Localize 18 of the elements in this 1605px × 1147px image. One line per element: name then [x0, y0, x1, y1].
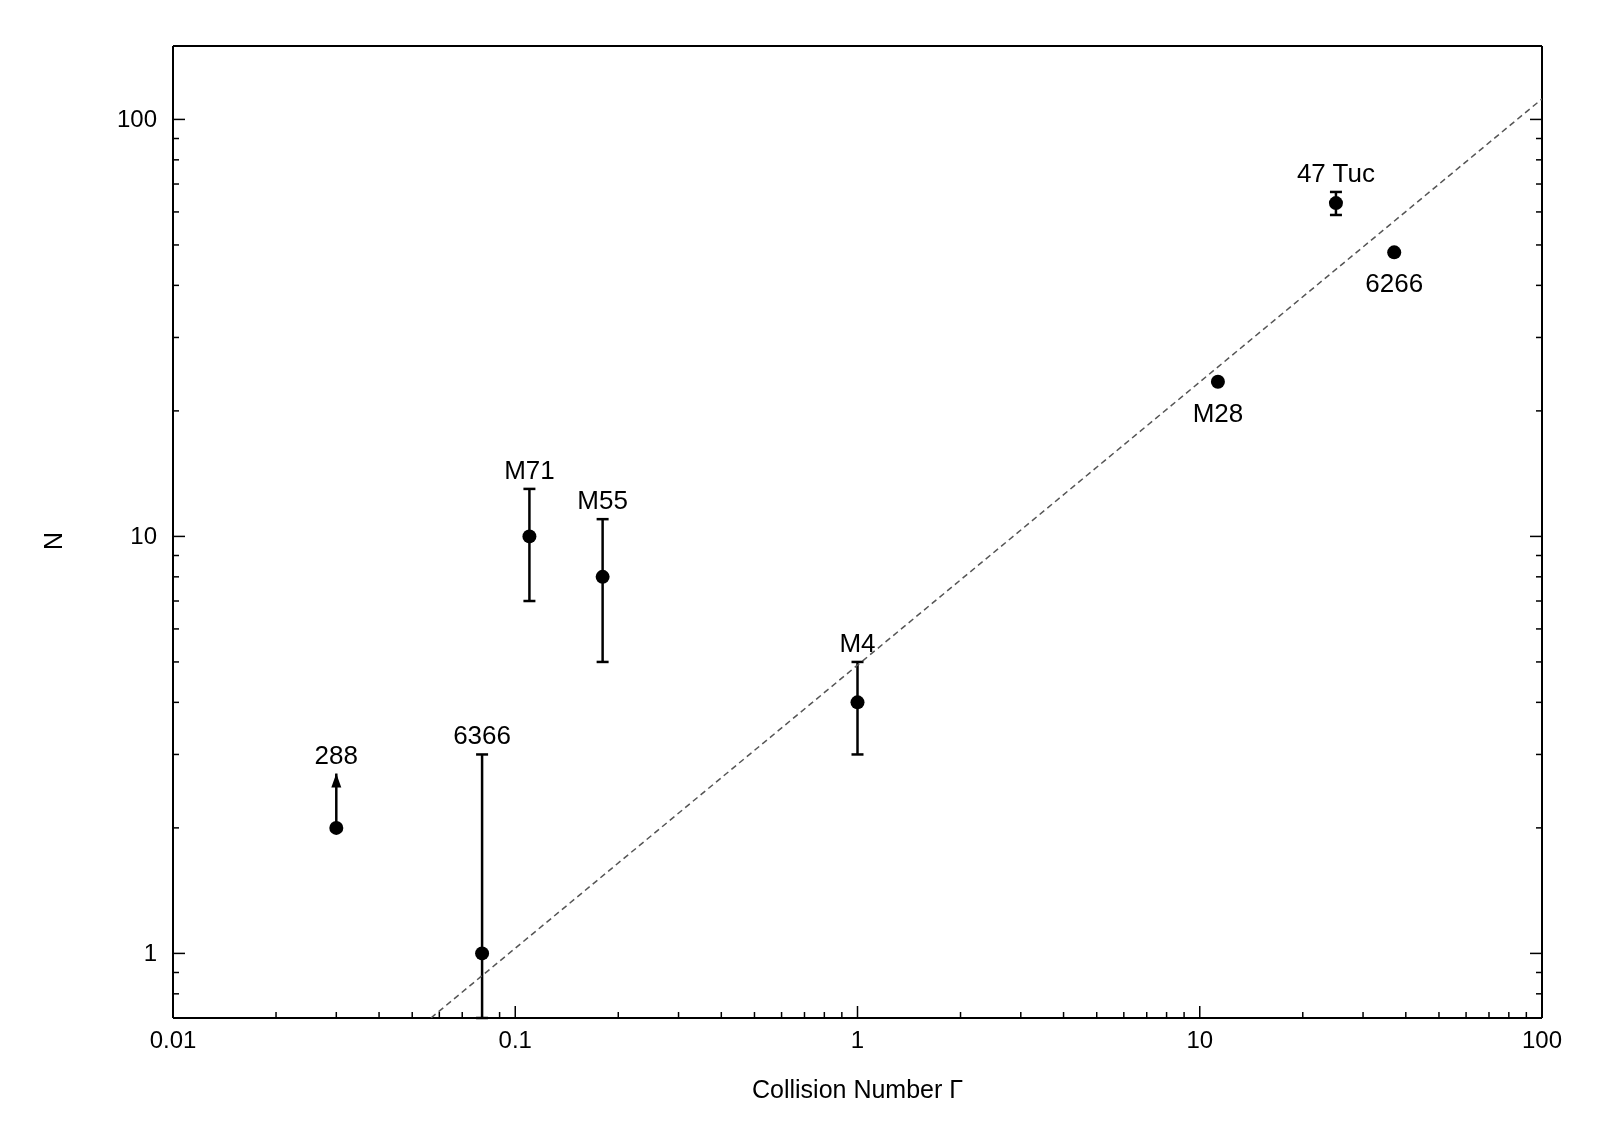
x-tick-label: 0.01 — [149, 1026, 197, 1053]
y-tick-label: 100 — [116, 105, 157, 133]
annotation: M71 — [504, 454, 555, 485]
x-tick-label: 10 — [1186, 1026, 1214, 1053]
annotation: 6266 — [1365, 268, 1424, 299]
y-tick-label: 1 — [143, 939, 157, 967]
annotation: M28 — [1192, 397, 1244, 428]
x-axis-title: Collision Number Γ — [751, 1075, 964, 1103]
x-tick-label: 100 — [1521, 1026, 1563, 1053]
y-tick-label: 10 — [130, 522, 157, 550]
x-tick-label: 0.1 — [498, 1026, 532, 1053]
y-axis-title: N — [39, 532, 68, 551]
annotation: 288 — [314, 739, 358, 770]
annotation: 47 Tuc — [1296, 157, 1375, 188]
x-tick-label: 1 — [850, 1026, 865, 1053]
annotation: M4 — [839, 627, 876, 658]
annotation: M55 — [577, 485, 628, 516]
annotation: 6366 — [453, 720, 511, 751]
